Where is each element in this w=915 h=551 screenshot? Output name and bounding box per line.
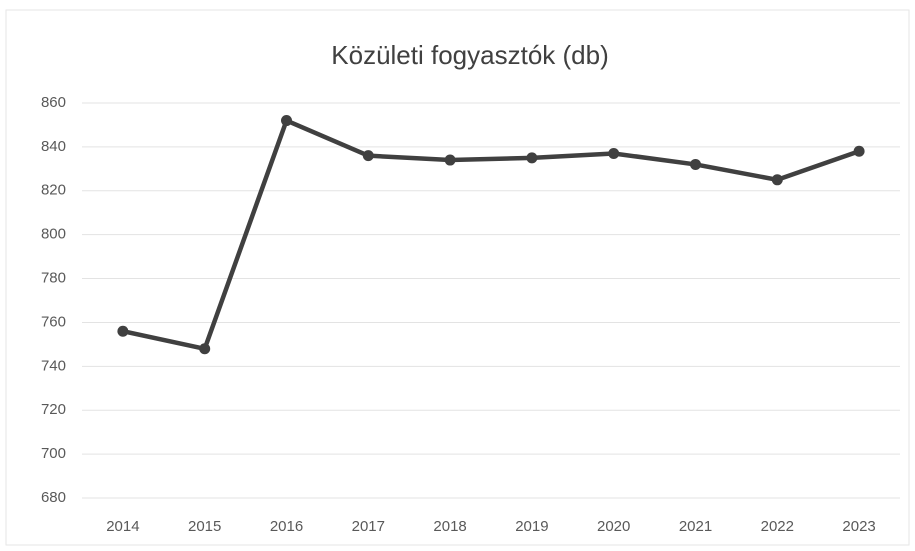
point-marker: [608, 147, 620, 159]
x-tick-label: 2020: [597, 518, 630, 535]
point-marker: [444, 154, 456, 166]
y-tick-label: 800: [41, 226, 66, 243]
chart-border: [5, 9, 910, 546]
x-tick-label: 2017: [352, 518, 385, 535]
y-tick-label: 700: [41, 445, 66, 462]
x-tick-label: 2016: [270, 518, 303, 535]
series-line: [122, 118, 860, 352]
x-tick-label: 2014: [106, 518, 139, 535]
y-tick-label: 840: [41, 138, 66, 155]
y-tick-label: 860: [41, 94, 66, 111]
chart-title: Közületi fogyasztók (db): [331, 40, 608, 70]
x-tick-label: 2023: [842, 518, 875, 535]
x-tick-label: 2018: [433, 518, 466, 535]
point-marker: [690, 158, 701, 170]
y-tick-label: 760: [41, 313, 66, 330]
point-marker: [771, 174, 783, 186]
point-marker: [526, 152, 538, 164]
point-marker: [199, 343, 211, 355]
x-tick-label: 2021: [679, 518, 712, 535]
y-tick-label: 740: [41, 357, 66, 374]
point-marker: [362, 150, 374, 162]
point-marker: [853, 145, 865, 157]
y-tick-label: 720: [41, 401, 66, 418]
point-marker: [281, 115, 292, 127]
y-tick-label: 680: [41, 489, 66, 506]
point-marker: [117, 325, 129, 337]
x-tick-label: 2019: [515, 518, 548, 535]
x-tick-label: 2022: [761, 518, 794, 535]
x-tick-label: 2015: [188, 518, 221, 535]
y-tick-label: 820: [41, 182, 66, 199]
y-tick-label: 780: [41, 270, 66, 287]
